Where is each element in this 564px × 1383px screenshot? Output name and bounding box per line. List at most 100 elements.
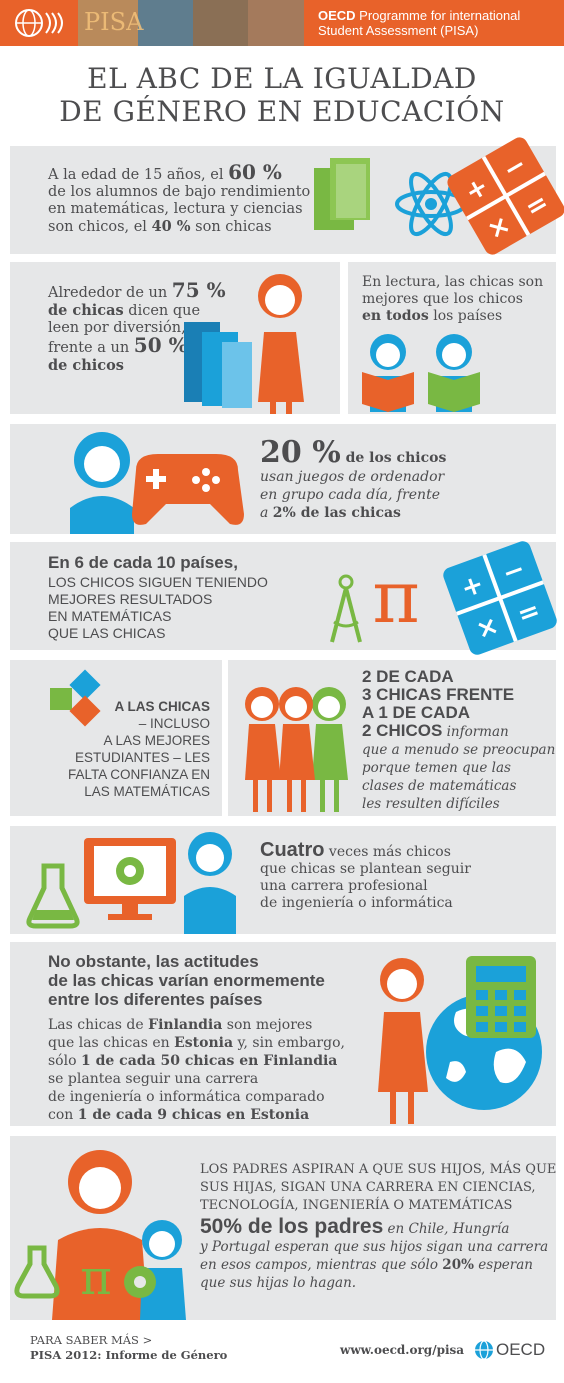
p4-t4b: 2% de las chicas [272,505,401,521]
title-line1: EL ABC DE LA IGUALDAD [87,62,477,95]
p7-t3: A 1 DE CADA [362,703,470,722]
p9-h1: No obstante, las actitudes [48,952,259,971]
p3-t3a: en todos [362,308,429,324]
p9-l6a: con [48,1107,78,1123]
p9-l3b: 1 de cada 50 chicas en Finlandia [80,1053,338,1069]
panel4-text: 20 % de los chicos usan juegos de ordena… [260,438,446,522]
p10-r3b: 20% [442,1257,474,1273]
p3-t3b: los países [428,308,503,324]
p5-t5: QUE LAS CHICAS [48,625,166,641]
p5-t2: LOS CHICOS SIGUEN TENIENDO [48,574,268,590]
p6-t3: A LAS MEJORES [103,733,210,748]
org-line2: Student Assessment (PISA) [318,23,479,38]
parent-child-science-icon: π [14,1150,186,1320]
p9-h3: entre los diferentes países [48,990,263,1009]
footer-report-link[interactable]: PISA 2012: Informe de Género [30,1348,228,1362]
oecd-globe-logo-icon [15,9,63,37]
panel3-text: En lectura, las chicas son mejores que l… [362,274,543,325]
p7-t8: les resulten difíciles [362,796,500,812]
panel8-text: Cuatro veces más chicos que chicas se pl… [260,839,471,912]
p8-t1b: veces más chicos [324,844,451,860]
p1-t4: son chicos, el [48,219,152,235]
p2-pct50: 50 % [133,333,188,357]
flask-computer-person-icon [26,832,236,934]
title-line2: DE GÉNERO EN EDUCACIÓN [59,95,505,128]
p1-pct40: 40 % [151,218,191,235]
oecd-footer-globe-icon [475,1340,493,1360]
p2-pct75: 75 % [171,278,226,302]
page-title: EL ABC DE LA IGUALDAD DE GÉNERO EN EDUCA… [0,62,564,128]
p9-l6b: 1 de cada 9 chicas en Estonia [77,1107,310,1123]
p10-r3a: en esos campos, mientras que sólo [200,1257,443,1273]
p9-l2b: Estonia [174,1035,234,1051]
p2-t3: leen por diversión, [48,320,186,336]
p10-big: 50% de los padres [200,1215,384,1238]
p2-t2b: dicen que [123,303,201,319]
p1-t5: son chicas [190,219,272,235]
p9-l4: se plantea seguir una carrera [48,1071,259,1087]
p7-t5: que a menudo se preocupan [362,742,556,758]
girl-with-books-icon [184,274,304,414]
panel10-caps: LOS PADRES ASPIRAN A QUE SUS HIJOS, MÁS … [200,1160,556,1214]
p8-t4: de ingeniería o informática [260,895,453,911]
p10-r3c: esperan [473,1257,533,1273]
p6-t5: FALTA CONFIANZA EN [67,767,210,782]
svg-text:π: π [372,555,419,639]
p10-c3: TECNOLOGÍA, INGENIERÍA O MATEMÁTICAS [200,1198,513,1213]
p3-t1: En lectura, las chicas son [362,274,544,290]
panel2-text: Alrededor de un 75 % de chicas dicen que… [48,280,226,375]
compass-pi-calculator-icon: π + − × = [330,541,557,655]
p1-t1: A la edad de 15 años, el [48,167,229,183]
p10-c2: SUS HIJAS, SIGAN UNA CARRERA EN CIENCIAS… [200,1180,536,1195]
p1-pct60: 60 % [228,160,282,184]
p4-pct20: 20 % [260,435,341,470]
p10-r4: que sus hijas lo hagan. [200,1275,357,1291]
footer-brand: OECD [496,1340,546,1359]
p10-r1: en Chile, Hungría [383,1221,510,1237]
colored-squares-icon [50,669,101,727]
org-line1: Programme for international [355,8,521,23]
p4-t2: usan juegos de ordenador [260,469,445,485]
p2-t5: de chicos [48,357,124,374]
three-girls-icon [245,687,348,812]
p5-t4: EN MATEMÁTICAS [48,608,172,624]
panel-confidence [10,660,222,816]
books-atom-math-icon: + − × = [314,137,564,255]
p7-t6: porque temen que las [362,760,511,776]
pisa-logo-text: PISA [84,8,144,36]
p7-t1: 2 DE CADA [362,667,454,686]
p9-l1c: son mejores [222,1017,313,1033]
p2-t1: Alrededor de un [48,285,172,301]
p9-l5: de ingeniería o informática comparado [48,1089,325,1105]
girls-reading-icon [362,334,480,412]
girl-globe-calculator-icon [378,956,542,1124]
p7-t2: 3 CHICAS FRENTE [362,685,515,704]
p2-t2a: de chicas [48,302,124,319]
panel9-text: Las chicas de Finlandia son mejores que … [48,1016,345,1124]
p3-t2: mejores que los chicos [362,291,523,307]
panel6-text: A LAS CHICAS – INCLUSO A LAS MEJORES EST… [40,698,210,800]
header-photo-strip: PISA [78,0,304,46]
panel10-text: 50% de los padres en Chile, Hungría y Po… [200,1215,549,1292]
p6-t6: LAS MATEMÁTICAS [84,784,210,799]
panel5-text: En 6 de cada 10 países, LOS CHICOS SIGUE… [48,552,268,642]
footer-url-link[interactable]: www.oecd.org/pisa [340,1343,465,1357]
panel9-heading: No obstante, las actitudes de las chicas… [48,952,325,1009]
p5-t3: MEJORES RESULTADOS [48,591,213,607]
svg-text:π: π [80,1250,112,1306]
p1-t3: en matemáticas, lectura y ciencias [48,201,303,217]
p8-t1: Cuatro [260,839,325,861]
p4-t3: en grupo cada día, frente [260,487,440,503]
p9-l1b: Finlandia [148,1017,223,1033]
p9-h2: de las chicas varían enormemente [48,971,325,990]
p6-t1: A LAS CHICAS [114,699,210,714]
p9-l3a: sólo [48,1053,81,1069]
boy-game-controller-icon [70,432,244,534]
org-name: OECD [318,8,356,23]
footer-more: PARA SABER MÁS > [30,1333,153,1347]
p9-l1a: Las chicas de [48,1017,149,1033]
p2-t4: frente a un [48,340,134,356]
p10-r2: y Portugal esperan que sus hijos sigan u… [200,1239,549,1255]
p7-t7: clases de matemáticas [362,778,517,794]
p8-t3: una carrera profesional [260,878,428,894]
